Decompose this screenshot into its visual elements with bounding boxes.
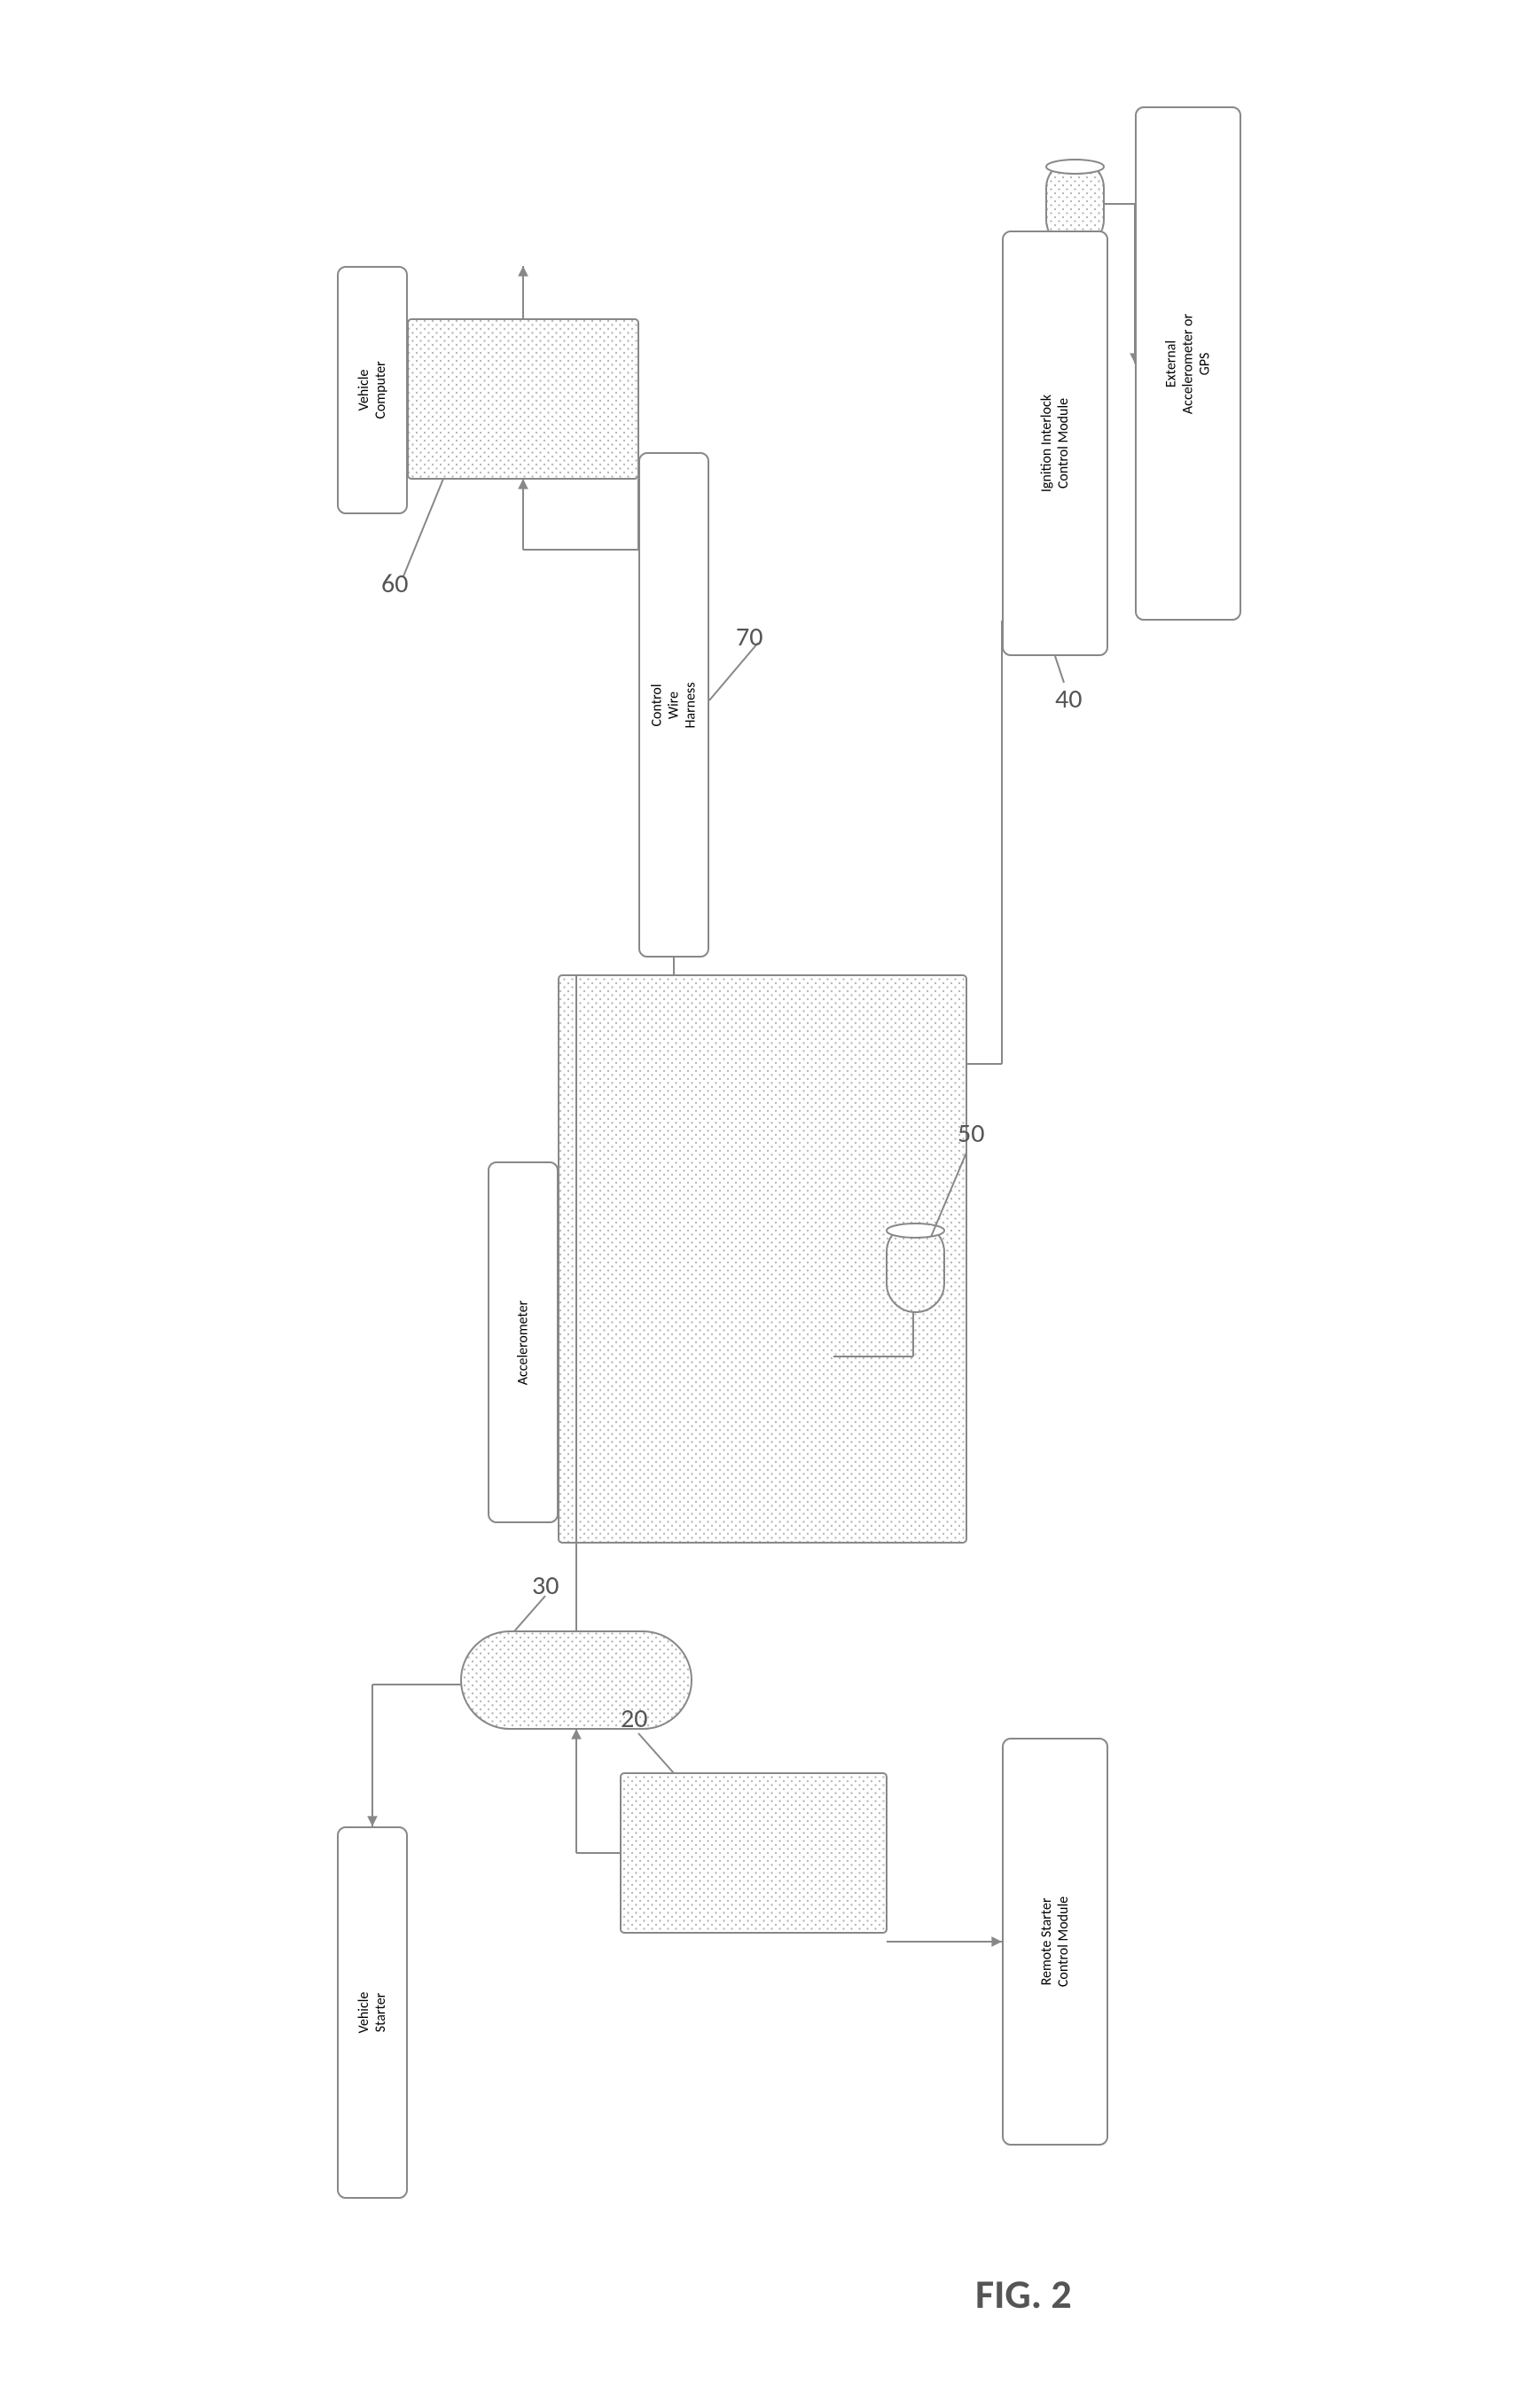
ref-50: 50 [958, 1117, 984, 1150]
label-ignition-interlock: Ignition Interlock Control Module [1038, 392, 1072, 495]
ref-20: 20 [621, 1702, 647, 1735]
diagram-svg [0, 0, 1525, 2408]
label-ext-accel-gps: External Accelerometer or GPS [1163, 312, 1214, 415]
box-ignition-interlock: Ignition Interlock Control Module [1002, 231, 1108, 656]
box-vehicle-starter: Vehicle Starter [337, 1826, 408, 2199]
label-wire-harness: Control Wire Harness [649, 671, 700, 739]
label-remote-starter: Remote Starter Control Module [1038, 1890, 1072, 1993]
ref-40: 40 [1055, 683, 1082, 715]
label-accelerometer: Accelerometer [515, 1300, 532, 1385]
ref-70: 70 [736, 621, 762, 653]
ref-60: 60 [381, 567, 408, 600]
box-wire-harness: Control Wire Harness [638, 452, 709, 958]
label-vehicle-starter: Vehicle Starter [356, 1979, 389, 2046]
figure-label: FIG. 2 [975, 2270, 1072, 2319]
box-remote-starter: Remote Starter Control Module [1002, 1738, 1108, 2146]
label-vehicle-computer: Vehicle Computer [356, 356, 389, 424]
diagram-canvas: Vehicle Computer Vehicle Starter Control… [0, 0, 1525, 2408]
box-accelerometer: Accelerometer [488, 1161, 559, 1523]
box-ext-accel-gps: External Accelerometer or GPS [1135, 106, 1241, 621]
box-vehicle-computer: Vehicle Computer [337, 266, 408, 514]
ref-30: 30 [532, 1569, 559, 1602]
